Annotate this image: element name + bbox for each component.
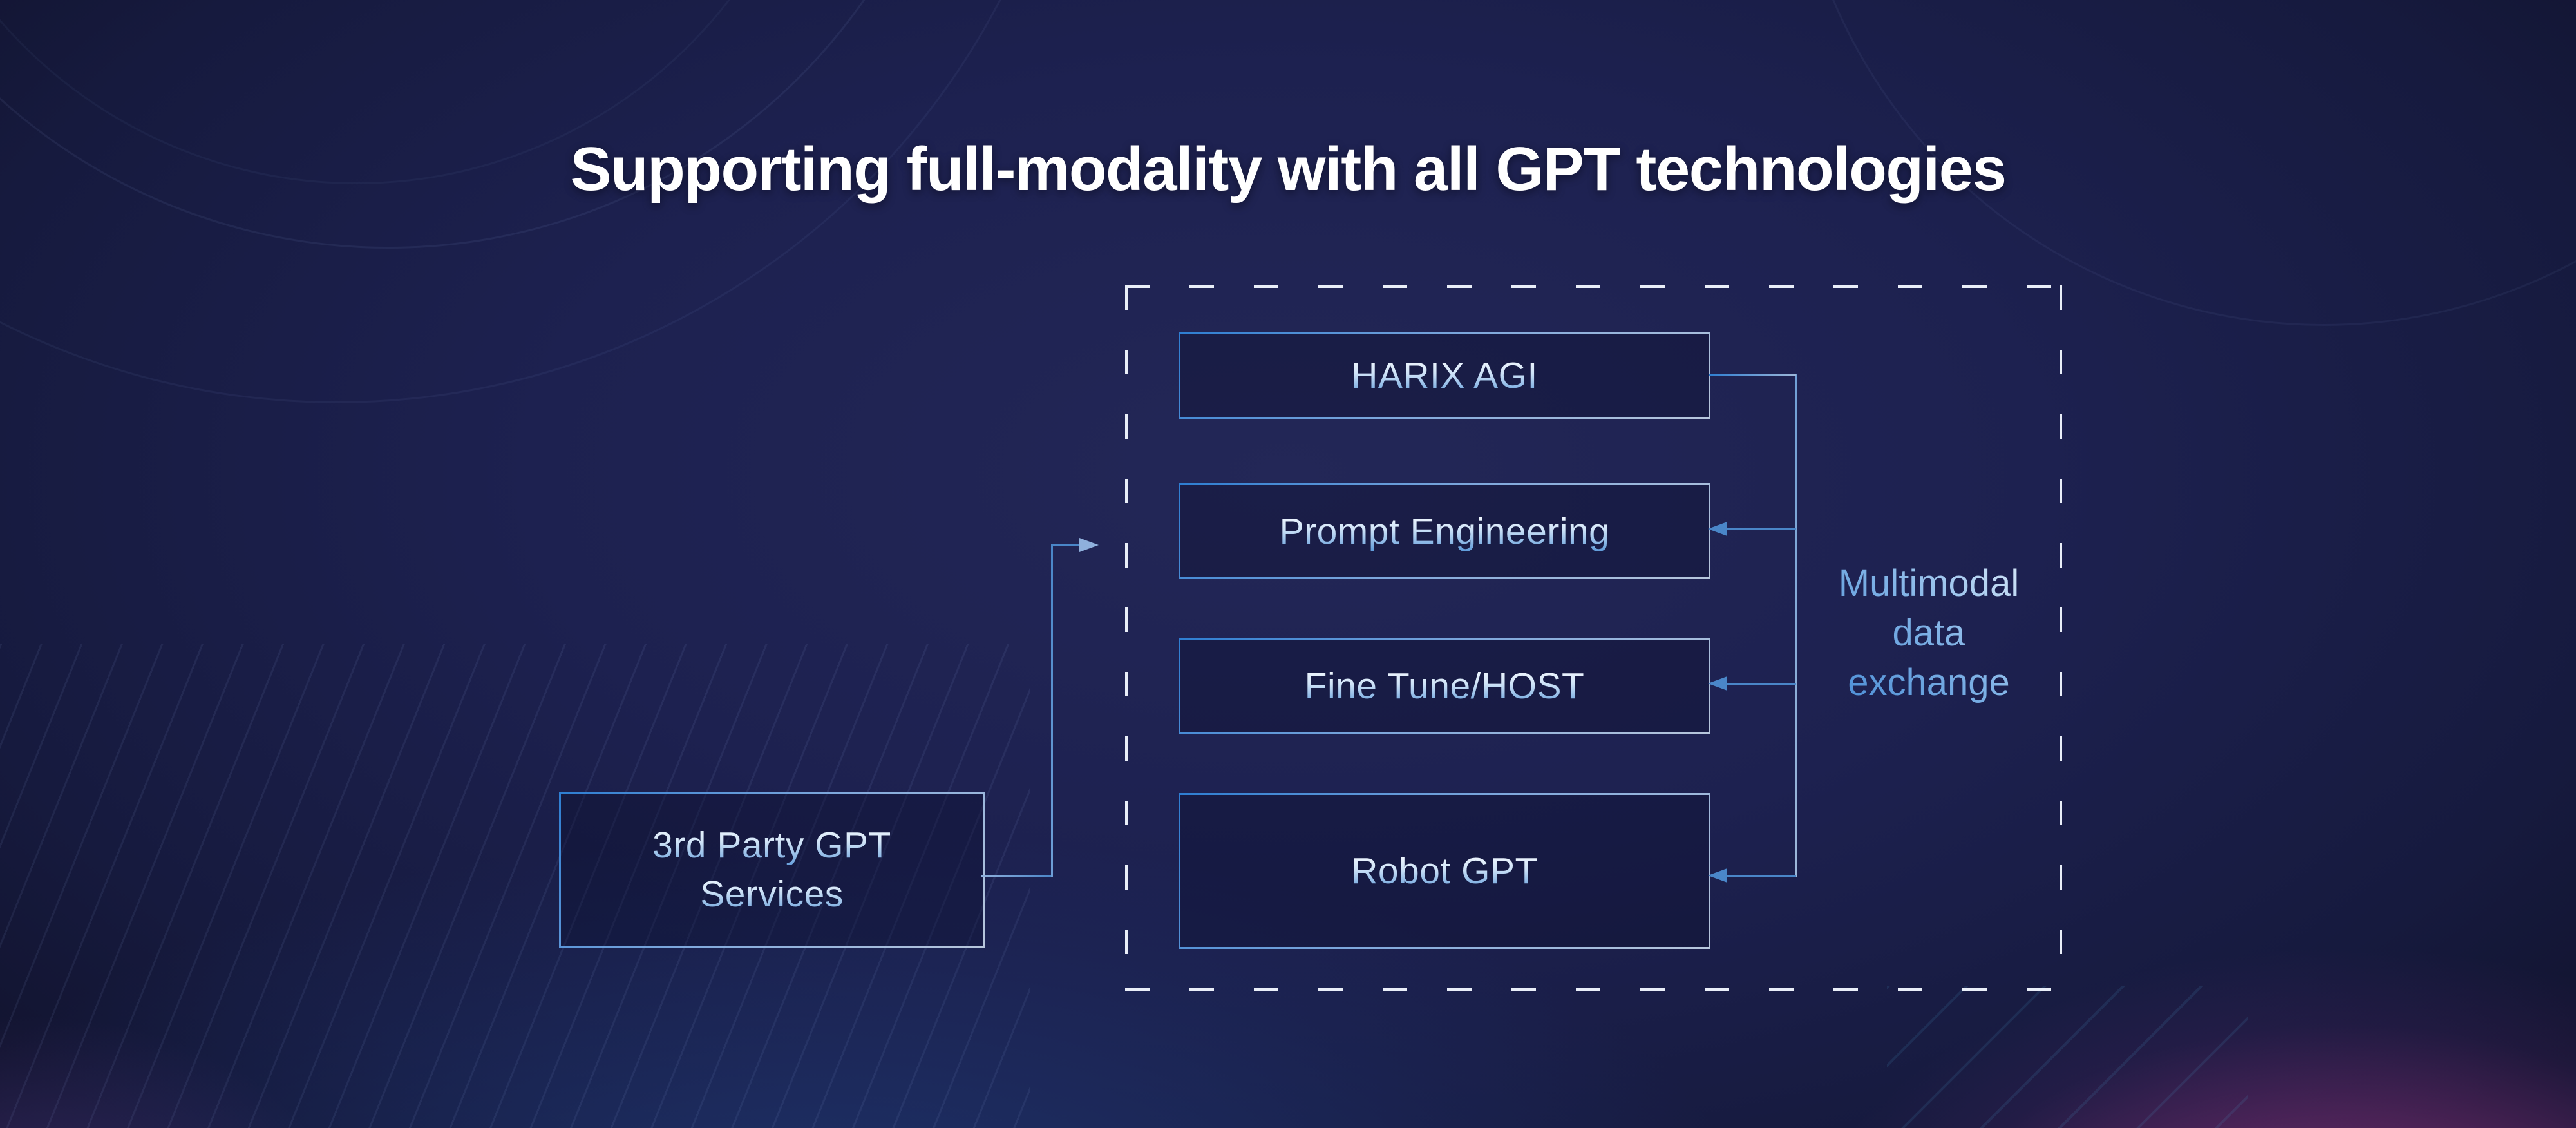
group-border-right — [2060, 285, 2062, 991]
connector-harix-to-bracket — [1709, 374, 1796, 376]
connector-bracket-to-fine-tune — [1721, 683, 1796, 685]
exchange-label-line2: data — [1892, 612, 1965, 654]
arrowhead-into-robot-box — [1708, 868, 1727, 883]
third-party-gpt-services-box: 3rd Party GPT Services — [559, 792, 985, 948]
arrowhead-into-fine-tune-box — [1708, 676, 1727, 691]
multimodal-data-exchange-label: Multimodal data exchange — [1806, 559, 2051, 707]
group-border-left — [1125, 285, 1128, 991]
exchange-label-line1: Multimodal — [1838, 562, 2020, 604]
connector-third-party-vertical — [1051, 545, 1053, 877]
prompt-engineering-box: Prompt Engineering — [1179, 483, 1710, 579]
exchange-label-line3: exchange — [1848, 662, 2010, 703]
background-circuit-streaks — [1887, 986, 2248, 1128]
third-party-label-line2: Services — [700, 870, 844, 919]
group-border-top — [1125, 285, 2062, 288]
fine-tune-host-label: Fine Tune/HOST — [1304, 665, 1585, 707]
connector-bracket-to-robot — [1721, 875, 1796, 877]
harix-agi-label: HARIX AGI — [1351, 355, 1538, 396]
bracket-vertical-line — [1795, 374, 1797, 877]
arrowhead-into-prompt-box — [1708, 522, 1727, 536]
third-party-label-line1: 3rd Party GPT — [652, 821, 891, 870]
connector-bracket-to-prompt — [1721, 528, 1796, 530]
connector-third-party-top-horizontal — [1051, 544, 1082, 546]
prompt-engineering-label: Prompt Engineering — [1279, 510, 1610, 552]
connector-third-party-horizontal — [981, 875, 1053, 877]
fine-tune-host-box: Fine Tune/HOST — [1179, 638, 1710, 734]
group-border-bottom — [1125, 988, 2062, 991]
robot-gpt-label: Robot GPT — [1351, 850, 1538, 892]
slide-title: Supporting full-modality with all GPT te… — [570, 135, 2007, 204]
harix-agi-box: HARIX AGI — [1179, 332, 1710, 419]
arrowhead-into-group — [1079, 538, 1099, 552]
robot-gpt-box: Robot GPT — [1179, 793, 1710, 949]
